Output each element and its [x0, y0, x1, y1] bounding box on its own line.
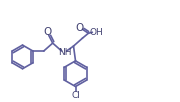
Text: O: O	[75, 23, 84, 33]
Text: NH: NH	[58, 48, 71, 57]
Text: OH: OH	[89, 28, 103, 37]
Text: Cl: Cl	[71, 91, 80, 100]
Text: O: O	[44, 27, 52, 37]
